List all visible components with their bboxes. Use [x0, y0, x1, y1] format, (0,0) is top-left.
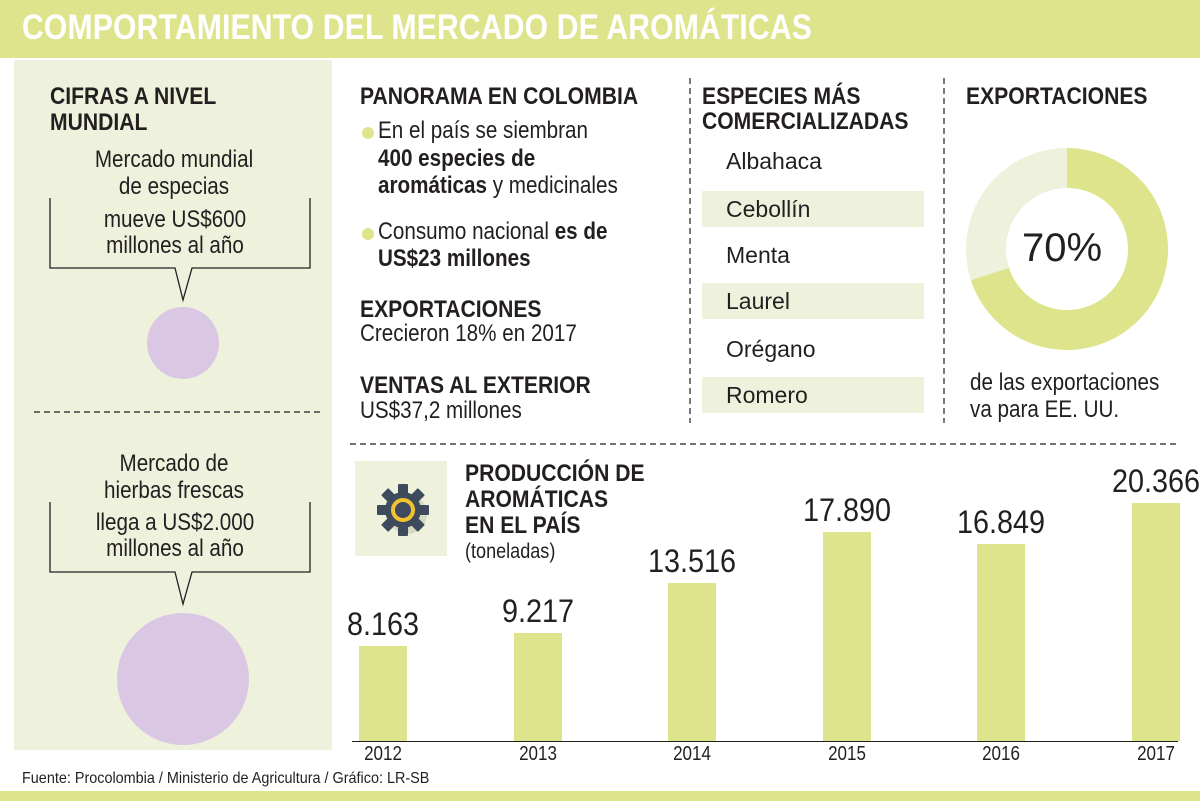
gear-icon	[377, 484, 429, 536]
year-label: 2016	[982, 743, 1020, 765]
page-title: COMPORTAMIENTO DEL MERCADO DE AROMÁTICAS	[22, 8, 813, 47]
footer-band	[0, 791, 1200, 801]
bar-value-label: 9.217	[501, 593, 574, 630]
species-heading-line1: ESPECIES MÁS	[702, 83, 861, 110]
donut-percent-label: 70%	[1021, 226, 1103, 270]
species-item: Orégano	[726, 336, 816, 362]
spices-market-value-1: mueve US$600	[103, 206, 247, 233]
foreign-sales-heading: VENTAS AL EXTERIOR	[360, 372, 591, 399]
world-heading-line1: CIFRAS A NIVEL	[50, 83, 217, 110]
chart-unit-label: (toneladas)	[465, 540, 556, 563]
panorama-bullet2-line2: US$23 millones	[378, 245, 531, 272]
bar-value-label: 8.163	[346, 605, 420, 642]
herbs-callout-bubble	[49, 502, 311, 607]
donut-heading: EXPORTACIONES	[966, 83, 1148, 110]
year-label: 2017	[1136, 743, 1175, 765]
herbs-market-value-2: millones al año	[106, 535, 244, 562]
exports-growth-text: Crecieron 18% en 2017	[360, 320, 577, 347]
source-note: Fuente: Procolombia / Ministerio de Agri…	[22, 770, 430, 787]
panorama-bullet1-line2: 400 especies de	[378, 145, 536, 172]
header-band	[0, 0, 1200, 58]
panorama-bullet1-line1: En el país se siembran	[378, 117, 588, 144]
bar-2015	[822, 531, 871, 741]
exports-donut-chart	[966, 148, 1168, 350]
bar-2017	[1131, 503, 1180, 741]
species-item: Cebollín	[702, 191, 924, 227]
year-label: 2015	[827, 743, 866, 765]
bar-value-label: 17.890	[802, 491, 891, 528]
spices-market-label-1: Mercado mundial	[94, 146, 254, 173]
bar-2012	[359, 645, 407, 741]
herbs-market-circle	[117, 613, 249, 745]
bar-2014	[668, 583, 716, 741]
panel-divider	[34, 411, 322, 413]
column-divider	[943, 78, 945, 423]
spices-callout-bubble	[49, 198, 311, 303]
panorama-bullet2-line1: Consumo nacional es de	[378, 218, 608, 245]
species-heading-line2: COMERCIALIZADAS	[702, 108, 909, 135]
donut-caption-line1: de las exportaciones	[970, 369, 1160, 396]
herbs-market-value-1: llega a US$2.000	[95, 509, 255, 536]
chart-title-line2: AROMÁTICAS	[465, 486, 609, 513]
spices-market-value-2: millones al año	[106, 232, 244, 259]
donut-caption-line2: va para EE. UU.	[970, 396, 1120, 423]
bar-2013	[513, 633, 562, 741]
year-label: 2012	[364, 743, 402, 765]
donut-hole	[1006, 188, 1128, 310]
panorama-bullet1-line3: aromáticas y medicinales	[378, 172, 618, 199]
chart-title-line1: PRODUCCIÓN DE	[465, 460, 645, 487]
herbs-market-label-2: hierbas frescas	[104, 477, 244, 504]
bar-value-label: 13.516	[647, 543, 737, 580]
world-heading-line2: MUNDIAL	[50, 109, 148, 136]
species-item: Albahaca	[726, 148, 822, 174]
exports-heading: EXPORTACIONES	[360, 296, 542, 323]
species-item: Romero	[702, 377, 924, 413]
section-divider	[350, 443, 1176, 445]
spices-market-circle	[147, 307, 219, 379]
species-item: Menta	[726, 242, 790, 268]
bullet-dot	[362, 127, 374, 139]
bar-value-label: 20.366	[1111, 463, 1200, 499]
species-item: Laurel	[702, 283, 924, 319]
bar-value-label: 16.849	[956, 504, 1046, 541]
panorama-heading: PANORAMA EN COLOMBIA	[360, 83, 639, 110]
bullet-dot	[362, 228, 374, 240]
chart-baseline	[352, 741, 1178, 742]
year-label: 2013	[518, 743, 557, 765]
chart-title-line3: EN EL PAÍS	[465, 512, 581, 539]
bar-2016	[977, 544, 1025, 741]
foreign-sales-value: US$37,2 millones	[360, 397, 522, 424]
year-label: 2014	[673, 743, 711, 765]
herbs-market-label-1: Mercado de	[119, 450, 229, 477]
spices-market-label-2: de especias	[118, 173, 230, 200]
column-divider	[689, 78, 691, 423]
